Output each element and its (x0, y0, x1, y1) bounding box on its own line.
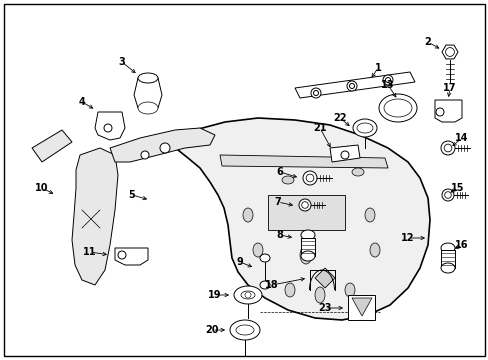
Text: 21: 21 (313, 123, 326, 133)
Ellipse shape (260, 281, 269, 289)
Circle shape (441, 189, 453, 201)
Circle shape (382, 75, 392, 85)
Text: 16: 16 (454, 240, 468, 250)
Text: 18: 18 (264, 280, 278, 290)
Circle shape (301, 202, 307, 208)
Text: 10: 10 (35, 183, 49, 193)
Ellipse shape (285, 283, 294, 297)
Circle shape (313, 90, 318, 95)
Ellipse shape (352, 119, 376, 137)
Polygon shape (95, 112, 125, 140)
Ellipse shape (252, 243, 263, 257)
Text: 7: 7 (274, 197, 281, 207)
Circle shape (298, 199, 310, 211)
Polygon shape (220, 155, 387, 168)
Circle shape (445, 48, 453, 57)
Ellipse shape (229, 320, 260, 340)
Text: 19: 19 (208, 290, 221, 300)
Polygon shape (32, 130, 72, 162)
Text: 20: 20 (205, 325, 218, 335)
Ellipse shape (345, 283, 354, 297)
Polygon shape (267, 195, 345, 230)
Ellipse shape (236, 325, 253, 335)
Circle shape (310, 88, 320, 98)
Circle shape (305, 174, 313, 182)
Circle shape (435, 108, 443, 116)
Circle shape (443, 144, 451, 152)
Ellipse shape (301, 251, 314, 261)
Text: 5: 5 (128, 190, 135, 200)
Ellipse shape (356, 123, 372, 133)
Polygon shape (347, 295, 374, 320)
Polygon shape (434, 100, 461, 122)
Text: 22: 22 (332, 113, 346, 123)
Polygon shape (115, 248, 148, 265)
Text: 15: 15 (450, 183, 464, 193)
Text: 11: 11 (83, 247, 97, 257)
Text: 3: 3 (119, 57, 125, 67)
Polygon shape (168, 118, 429, 320)
Text: 12: 12 (401, 233, 414, 243)
Circle shape (303, 171, 316, 185)
Text: 23: 23 (318, 303, 331, 313)
Circle shape (244, 292, 250, 298)
Circle shape (160, 143, 170, 153)
Polygon shape (351, 298, 371, 316)
Text: 9: 9 (236, 257, 243, 267)
Text: 2: 2 (424, 37, 430, 47)
Polygon shape (72, 148, 118, 285)
Circle shape (141, 151, 149, 159)
Text: 17: 17 (442, 83, 456, 93)
Ellipse shape (369, 243, 379, 257)
Text: 14: 14 (454, 133, 468, 143)
Polygon shape (314, 268, 334, 288)
Ellipse shape (138, 73, 158, 83)
Polygon shape (110, 128, 215, 162)
Ellipse shape (301, 230, 314, 240)
Ellipse shape (440, 263, 454, 273)
Ellipse shape (378, 94, 416, 122)
Ellipse shape (138, 102, 158, 114)
Circle shape (349, 84, 354, 89)
Text: 6: 6 (276, 167, 283, 177)
Ellipse shape (299, 246, 311, 264)
Bar (440, 250, 454, 268)
Ellipse shape (351, 168, 363, 176)
Ellipse shape (282, 176, 293, 184)
Polygon shape (294, 72, 414, 98)
Text: 13: 13 (381, 80, 394, 90)
Text: 4: 4 (79, 97, 85, 107)
Circle shape (444, 192, 450, 198)
Text: 1: 1 (374, 63, 381, 73)
Ellipse shape (234, 286, 262, 304)
Polygon shape (329, 145, 359, 162)
Ellipse shape (241, 291, 254, 299)
Circle shape (118, 251, 126, 259)
Circle shape (385, 77, 390, 82)
Circle shape (340, 151, 348, 159)
Text: 8: 8 (276, 230, 283, 240)
Bar (301, 238, 314, 256)
Ellipse shape (383, 99, 411, 117)
Ellipse shape (314, 287, 325, 303)
Ellipse shape (243, 208, 252, 222)
Ellipse shape (364, 208, 374, 222)
Circle shape (440, 141, 454, 155)
Polygon shape (441, 45, 457, 59)
Ellipse shape (260, 254, 269, 262)
Circle shape (104, 124, 112, 132)
Ellipse shape (440, 243, 454, 253)
Circle shape (346, 81, 356, 91)
Polygon shape (134, 78, 162, 112)
